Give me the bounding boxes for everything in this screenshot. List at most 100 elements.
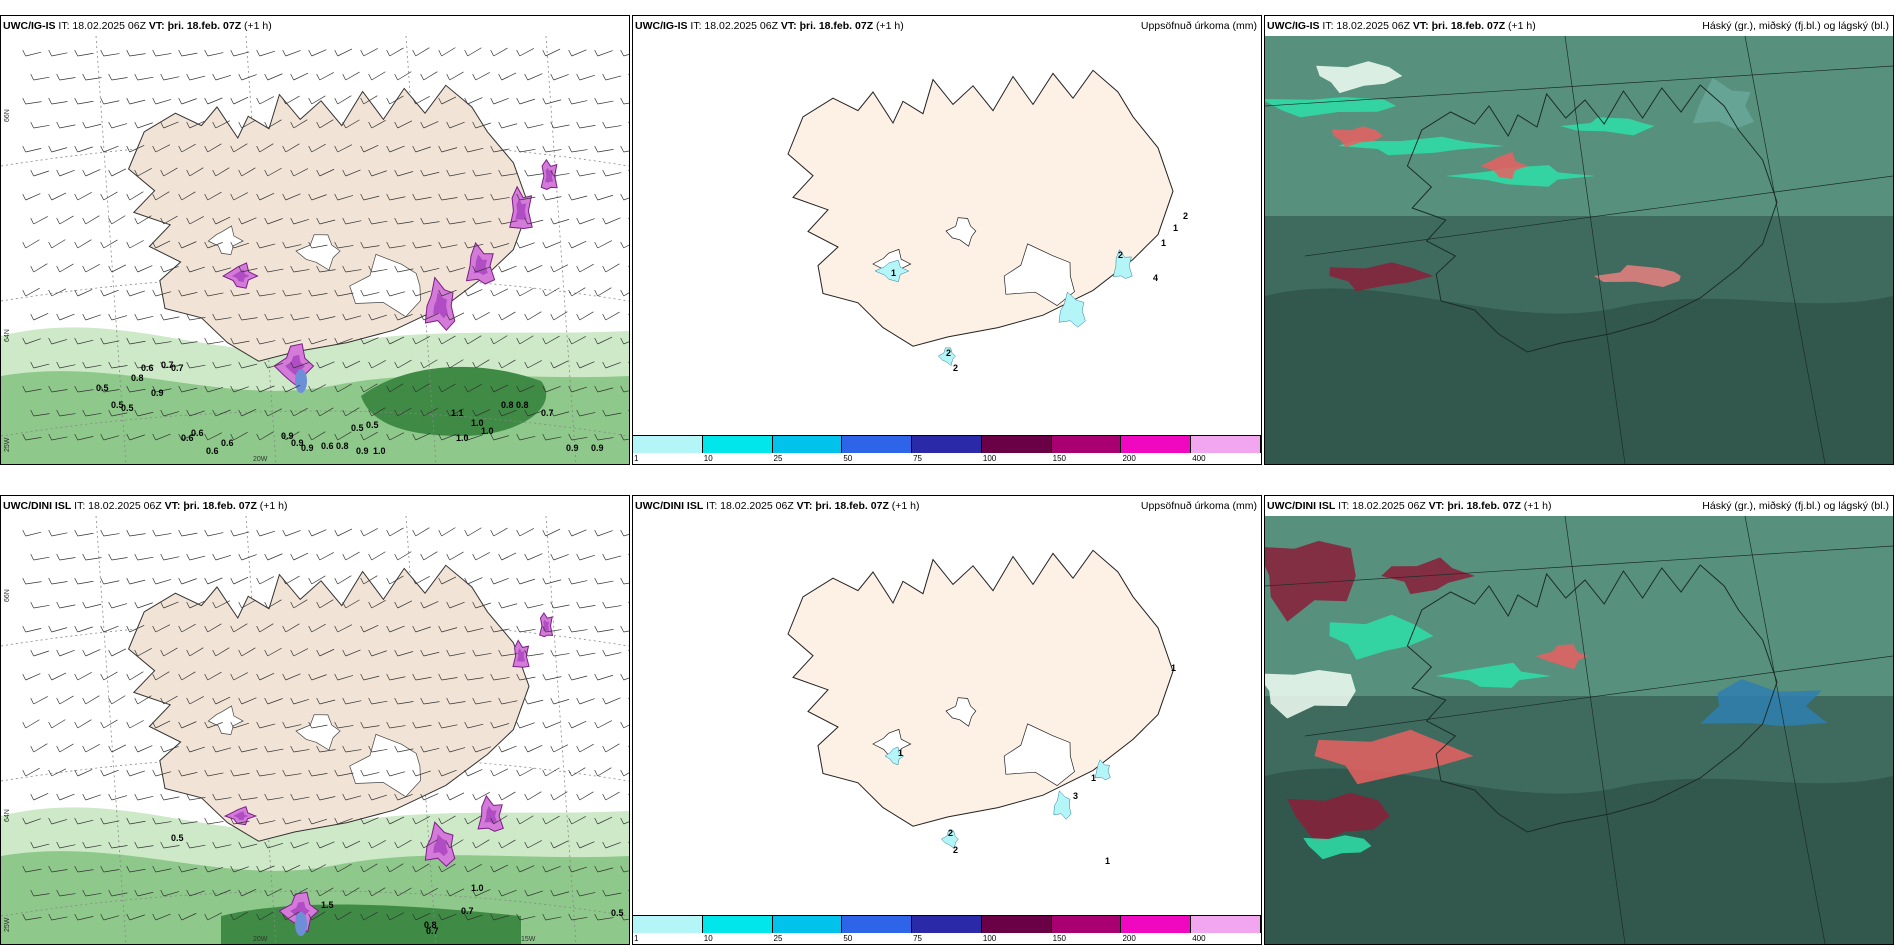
wind-barb-flag [620, 241, 624, 249]
wind-barb [181, 623, 196, 633]
wind-barb [129, 868, 146, 873]
wind-barb-flag [576, 553, 580, 561]
wind-barb [129, 145, 145, 153]
wind-barb [449, 172, 466, 177]
contour-value-label: 0.8 [501, 400, 514, 410]
wind-barb-flag [230, 289, 234, 297]
wind-barb-flag [230, 721, 234, 729]
contour-value-label: 0.7 [161, 360, 174, 370]
wind-barb [605, 217, 621, 225]
wind-barb [293, 698, 310, 705]
wind-barb [415, 433, 431, 441]
wind-barb [51, 436, 68, 441]
colorbar-swatch [633, 916, 703, 933]
wind-barb [311, 623, 326, 633]
wind-barb-flag [576, 169, 580, 177]
wind-barb-flag [550, 217, 554, 225]
wind-barb [519, 915, 536, 921]
contour-value-label: 0.6 [181, 433, 194, 443]
wind-barb [103, 53, 120, 57]
wind-barb-flag [212, 553, 216, 561]
wind-barb [597, 437, 614, 441]
wind-barb-flag [82, 601, 86, 609]
wind-barb [59, 604, 76, 609]
wind-barb-flag [264, 265, 268, 273]
wind-barb [571, 529, 587, 537]
wind-barb-flag [178, 193, 182, 201]
wind-barb-flag [550, 361, 554, 369]
iceland-land [127, 84, 530, 362]
wind-barb-flag [602, 841, 606, 849]
wind-barb [545, 528, 561, 537]
wind-barb [519, 676, 536, 681]
contour-value-label: 0.6 [141, 363, 154, 373]
colorbar-swatch [1051, 436, 1122, 453]
graticule-line [1744, 516, 1826, 944]
wind-barb [85, 412, 102, 417]
wind-barb [345, 599, 360, 609]
wind-barb-flag [152, 241, 156, 249]
wind-barb [293, 72, 309, 81]
wind-barb-flag [568, 97, 572, 105]
wind-barb-flag [334, 433, 338, 441]
wind-barb-flag [74, 865, 78, 873]
wind-barb-flag [308, 673, 312, 681]
wind-barb [337, 772, 354, 777]
wind-barb [163, 556, 180, 561]
contour-value-label: 0.9 [151, 388, 164, 398]
wind-barb-flag [602, 745, 606, 753]
lon-label: 25W [4, 437, 11, 452]
wind-barb [51, 52, 68, 57]
wind-barb [475, 172, 492, 177]
wind-barb [571, 767, 586, 777]
wind-barb-flag [316, 697, 320, 705]
wind-barb-flag [342, 745, 346, 753]
wind-barb [103, 869, 120, 873]
wind-barb-flag [134, 649, 138, 657]
wind-barb-flag [238, 793, 242, 801]
wind-barb [371, 314, 387, 321]
wind-barb-flag [420, 121, 424, 129]
wind-barb-flag [74, 241, 78, 249]
wind-barb-flag [524, 841, 528, 849]
wind-barb-flag [178, 337, 182, 345]
wind-barb [389, 527, 404, 537]
wind-barb [259, 50, 276, 57]
wind-barb-flag [316, 361, 320, 369]
wind-barb-flag [212, 697, 216, 705]
wind-barb [397, 701, 414, 705]
wind-barb-flag [186, 265, 190, 273]
wind-barb [363, 817, 379, 825]
wind-barb-flag [108, 649, 112, 657]
wind-barb-flag [542, 625, 546, 633]
low-cloud-dark [1265, 768, 1893, 944]
wind-barb [155, 821, 172, 825]
snow-band-core [473, 254, 488, 275]
contour-value-label: 0.9 [301, 443, 314, 453]
wind-barb-flag [334, 913, 338, 921]
wind-barb [467, 434, 483, 441]
wind-barb-flag [264, 553, 268, 561]
map-panel-precip-ig: UWC/IG-IS IT: 18.02.2025 06Z VT: þri. 18… [632, 15, 1262, 465]
wind-barb-flag [386, 577, 390, 585]
wind-barb-flag [82, 73, 86, 81]
wind-barb-flag [30, 745, 34, 753]
wind-barb-flag [412, 577, 416, 585]
wind-barb-flag [446, 841, 450, 849]
wind-barb-flag [498, 601, 502, 609]
wind-barb-flag [498, 649, 502, 657]
wind-barb [527, 699, 544, 705]
wind-barb-flag [386, 433, 390, 441]
wind-barb-flag [178, 241, 182, 249]
wind-barb-flag [134, 409, 138, 417]
wind-barb-flag [256, 97, 260, 105]
wind-barb-flag [264, 409, 268, 417]
wind-barb [501, 220, 518, 225]
wind-barb [363, 431, 378, 441]
wind-barb [77, 239, 92, 249]
wind-barb-flag [446, 361, 450, 369]
wind-barb-flag [360, 673, 364, 681]
wind-barb [241, 408, 257, 417]
wind-barb-flag [108, 217, 112, 225]
